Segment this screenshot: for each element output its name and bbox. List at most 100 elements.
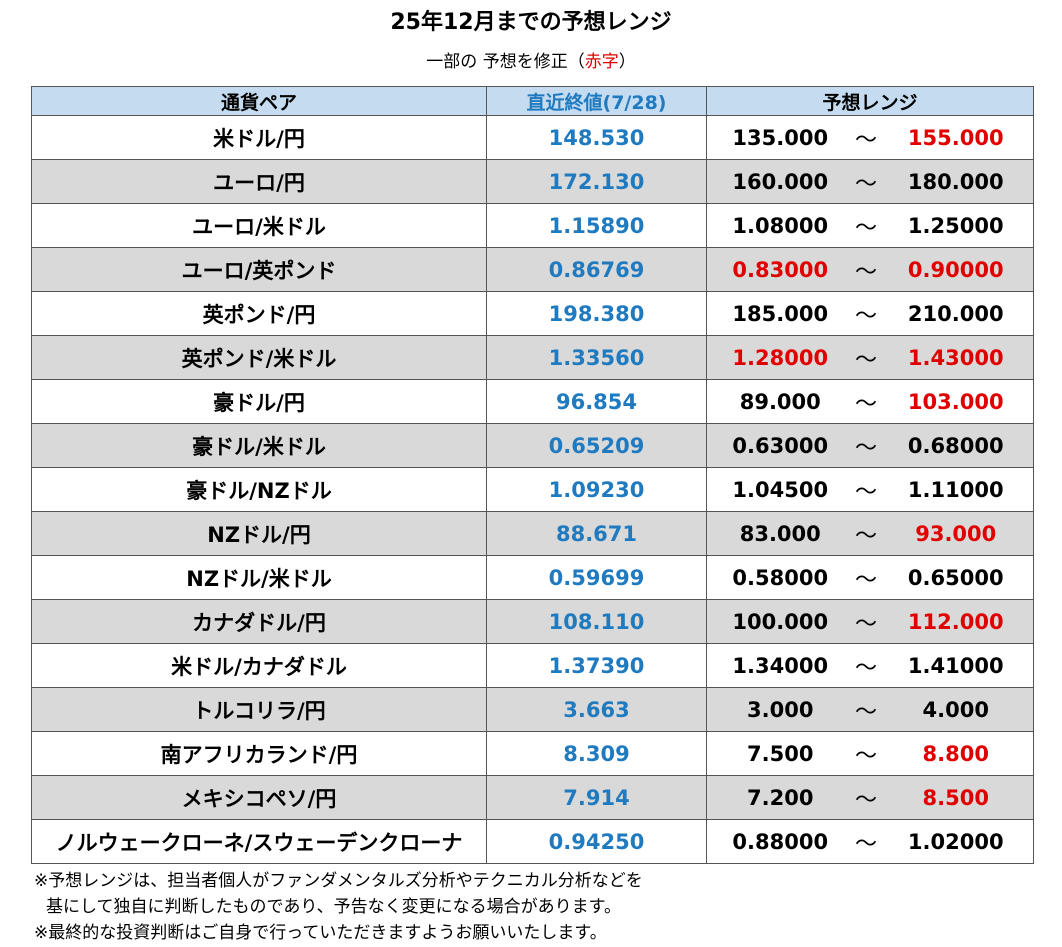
latest-close-cell: 88.671 bbox=[486, 511, 707, 556]
table-row: NZドル/円 88.671 83.000 ～ 93.000 bbox=[31, 511, 1035, 556]
range-high-cell: 210.000 bbox=[878, 291, 1035, 336]
range-separator: ～ bbox=[853, 335, 879, 380]
range-low-cell: 160.000 bbox=[706, 159, 854, 204]
range-high-cell: 0.68000 bbox=[878, 423, 1035, 468]
header-forecast-range: 予想レンジ bbox=[705, 86, 1035, 116]
range-high-cell: 0.65000 bbox=[878, 555, 1035, 600]
revision-note-suffix: ） bbox=[618, 52, 636, 72]
latest-close-cell: 198.380 bbox=[486, 291, 707, 336]
table-row: 豪ドル/米ドル 0.65209 0.63000 ～ 0.68000 bbox=[31, 423, 1035, 468]
currency-pair-cell: ユーロ/円 bbox=[31, 159, 487, 204]
range-high-cell: 155.000 bbox=[878, 115, 1035, 160]
currency-pair-cell: 米ドル/カナダドル bbox=[31, 643, 487, 688]
currency-pair-cell: ユーロ/米ドル bbox=[31, 203, 487, 248]
range-separator: ～ bbox=[853, 599, 879, 644]
table-row: 豪ドル/円 96.854 89.000 ～ 103.000 bbox=[31, 379, 1035, 424]
range-separator: ～ bbox=[853, 819, 879, 864]
revision-note: 一部の 予想を修正（赤字） bbox=[0, 50, 1062, 74]
range-separator: ～ bbox=[853, 115, 879, 160]
currency-pair-cell: カナダドル/円 bbox=[31, 599, 487, 644]
table-row: 米ドル/カナダドル 1.37390 1.34000 ～ 1.41000 bbox=[31, 643, 1035, 688]
range-separator: ～ bbox=[853, 291, 879, 336]
range-high-cell: 1.43000 bbox=[878, 335, 1035, 380]
range-separator: ～ bbox=[853, 643, 879, 688]
latest-close-cell: 108.110 bbox=[486, 599, 707, 644]
range-separator: ～ bbox=[853, 159, 879, 204]
range-high-cell: 93.000 bbox=[878, 511, 1035, 556]
range-low-cell: 7.200 bbox=[706, 775, 854, 820]
currency-pair-cell: NZドル/円 bbox=[31, 511, 487, 556]
table-row: 米ドル/円 148.530 135.000 ～ 155.000 bbox=[31, 115, 1035, 160]
range-low-cell: 1.08000 bbox=[706, 203, 854, 248]
range-separator: ～ bbox=[853, 511, 879, 556]
latest-close-cell: 96.854 bbox=[486, 379, 707, 424]
table-row: ユーロ/英ポンド 0.86769 0.83000 ～ 0.90000 bbox=[31, 247, 1035, 292]
range-separator: ～ bbox=[853, 775, 879, 820]
range-low-cell: 185.000 bbox=[706, 291, 854, 336]
latest-close-cell: 172.130 bbox=[486, 159, 707, 204]
latest-close-cell: 1.09230 bbox=[486, 467, 707, 512]
latest-close-cell: 0.59699 bbox=[486, 555, 707, 600]
disclaimer-line-2: 基にして独自に判断したものであり、予告なく変更になる場合があります。 bbox=[46, 897, 621, 917]
disclaimer-notes: ※予想レンジは、担当者個人がファンダメンタルズ分析やテクニカル分析などを 基にし… bbox=[34, 868, 1034, 946]
latest-close-cell: 3.663 bbox=[486, 687, 707, 732]
range-low-cell: 0.88000 bbox=[706, 819, 854, 864]
range-low-cell: 1.04500 bbox=[706, 467, 854, 512]
range-separator: ～ bbox=[853, 423, 879, 468]
table-row: 南アフリカランド/円 8.309 7.500 ～ 8.800 bbox=[31, 731, 1035, 776]
table-row: 英ポンド/円 198.380 185.000 ～ 210.000 bbox=[31, 291, 1035, 336]
currency-pair-cell: 英ポンド/米ドル bbox=[31, 335, 487, 380]
table-row: メキシコペソ/円 7.914 7.200 ～ 8.500 bbox=[31, 775, 1035, 820]
range-high-cell: 8.800 bbox=[878, 731, 1035, 776]
currency-pair-cell: 豪ドル/円 bbox=[31, 379, 487, 424]
currency-pair-cell: トルコリラ/円 bbox=[31, 687, 487, 732]
range-low-cell: 100.000 bbox=[706, 599, 854, 644]
currency-pair-cell: ノルウェークローネ/スウェーデンクローナ bbox=[31, 819, 487, 864]
latest-close-cell: 0.94250 bbox=[486, 819, 707, 864]
latest-close-cell: 1.15890 bbox=[486, 203, 707, 248]
latest-close-cell: 1.33560 bbox=[486, 335, 707, 380]
table-row: トルコリラ/円 3.663 3.000 ～ 4.000 bbox=[31, 687, 1035, 732]
latest-close-cell: 0.86769 bbox=[486, 247, 707, 292]
range-low-cell: 83.000 bbox=[706, 511, 854, 556]
range-separator: ～ bbox=[853, 203, 879, 248]
table-header-row: 通貨ペア 直近終値(7/28) 予想レンジ bbox=[31, 86, 1035, 116]
latest-close-cell: 7.914 bbox=[486, 775, 707, 820]
range-high-cell: 112.000 bbox=[878, 599, 1035, 644]
range-separator: ～ bbox=[853, 247, 879, 292]
currency-pair-cell: 豪ドル/NZドル bbox=[31, 467, 487, 512]
header-currency-pair: 通貨ペア bbox=[31, 86, 487, 116]
range-high-cell: 1.25000 bbox=[878, 203, 1035, 248]
table-row: NZドル/米ドル 0.59699 0.58000 ～ 0.65000 bbox=[31, 555, 1035, 600]
range-low-cell: 1.34000 bbox=[706, 643, 854, 688]
currency-pair-cell: NZドル/米ドル bbox=[31, 555, 487, 600]
range-separator: ～ bbox=[853, 555, 879, 600]
range-high-cell: 103.000 bbox=[878, 379, 1035, 424]
revision-note-red: 赤字 bbox=[584, 52, 619, 72]
range-high-cell: 1.02000 bbox=[878, 819, 1035, 864]
table-body: 米ドル/円 148.530 135.000 ～ 155.000 ユーロ/円 172.130 1… bbox=[31, 115, 1035, 864]
range-high-cell: 4.000 bbox=[878, 687, 1035, 732]
range-high-cell: 1.41000 bbox=[878, 643, 1035, 688]
table-row: 英ポンド/米ドル 1.33560 1.28000 ～ 1.43000 bbox=[31, 335, 1035, 380]
range-high-cell: 0.90000 bbox=[878, 247, 1035, 292]
table-row: カナダドル/円 108.110 100.000 ～ 112.000 bbox=[31, 599, 1035, 644]
range-high-cell: 1.11000 bbox=[878, 467, 1035, 512]
range-low-cell: 3.000 bbox=[706, 687, 854, 732]
range-low-cell: 1.28000 bbox=[706, 335, 854, 380]
range-low-cell: 0.83000 bbox=[706, 247, 854, 292]
revision-note-prefix: 一部の 予想を修正（ bbox=[426, 52, 585, 72]
latest-close-cell: 1.37390 bbox=[486, 643, 707, 688]
currency-pair-cell: 英ポンド/円 bbox=[31, 291, 487, 336]
table-row: ユーロ/米ドル 1.15890 1.08000 ～ 1.25000 bbox=[31, 203, 1035, 248]
range-separator: ～ bbox=[853, 687, 879, 732]
range-high-cell: 180.000 bbox=[878, 159, 1035, 204]
forecast-range-table: 通貨ペア 直近終値(7/28) 予想レンジ 米ドル/円 148.530 135.00… bbox=[31, 86, 1035, 864]
latest-close-cell: 8.309 bbox=[486, 731, 707, 776]
range-separator: ～ bbox=[853, 379, 879, 424]
table-row: ユーロ/円 172.130 160.000 ～ 180.000 bbox=[31, 159, 1035, 204]
table-row: 豪ドル/NZドル 1.09230 1.04500 ～ 1.11000 bbox=[31, 467, 1035, 512]
range-high-cell: 8.500 bbox=[878, 775, 1035, 820]
header-latest-close: 直近終値(7/28) bbox=[486, 86, 707, 116]
range-separator: ～ bbox=[853, 731, 879, 776]
